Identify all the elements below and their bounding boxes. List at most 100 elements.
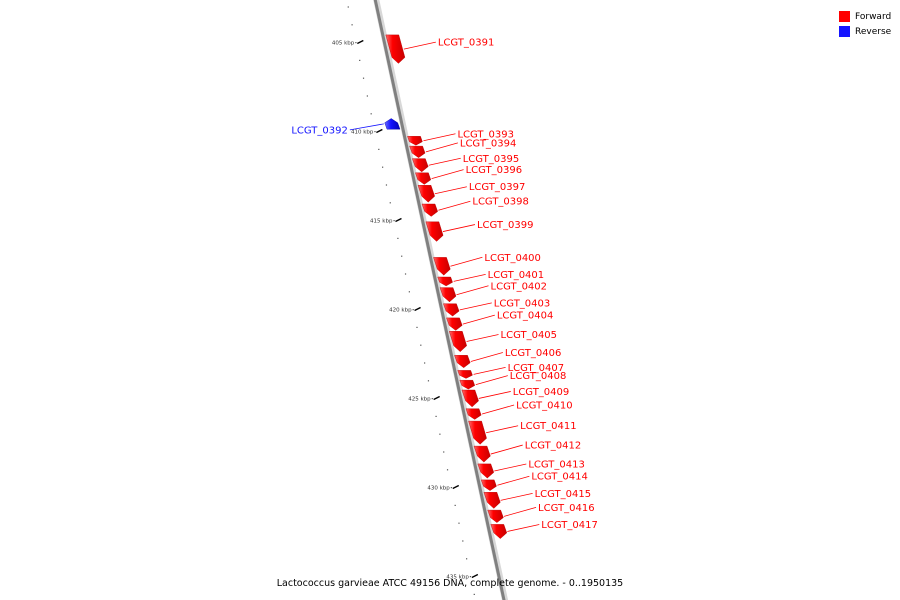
gene-label[interactable]: LCGT_0408: [510, 371, 567, 382]
gene-arrow[interactable]: [468, 420, 487, 445]
gene-label[interactable]: LCGT_0391: [438, 38, 495, 49]
gene-arrow[interactable]: [459, 380, 476, 390]
gene-arrow[interactable]: [490, 524, 508, 539]
gene-arrow[interactable]: [480, 479, 497, 491]
minor-tick: [393, 220, 395, 222]
gene-label[interactable]: LCGT_0399: [477, 220, 534, 231]
gene-arrow[interactable]: [461, 389, 479, 408]
gene-label[interactable]: LCGT_0404: [497, 311, 554, 322]
minor-tick: [362, 77, 365, 79]
leader-line: [450, 256, 483, 267]
gene-label[interactable]: LCGT_0407: [508, 363, 565, 374]
scale-ticks: 405 kbp 410 kbp 415 kbp 420 kbp 425 kbp 430 k…: [332, 6, 479, 595]
major-tick: [433, 395, 440, 401]
tick-label: 410 kbp: [351, 130, 374, 136]
major-tick: [376, 128, 383, 134]
gene-arrow[interactable]: [439, 287, 457, 303]
gene-arrow[interactable]: [384, 118, 401, 130]
gene-label[interactable]: LCGT_0415: [535, 489, 592, 500]
minor-tick: [446, 469, 449, 471]
leader-line: [497, 475, 530, 486]
leader-line: [349, 123, 384, 131]
gene-arrow[interactable]: [437, 276, 453, 287]
gene-label[interactable]: LCGT_0406: [505, 348, 562, 359]
leader-line: [403, 41, 436, 50]
gene-label[interactable]: LCGT_0412: [525, 441, 582, 452]
gene-label[interactable]: LCGT_0411: [520, 421, 577, 432]
genome-caption: Lactococcus garvieae ATCC 49156 DNA, com…: [276, 578, 624, 589]
gene-label[interactable]: LCGT_0397: [469, 182, 526, 193]
gene-arrow[interactable]: [425, 221, 444, 242]
leader-line: [494, 463, 527, 472]
gene-arrow[interactable]: [421, 203, 438, 217]
gene-label[interactable]: LCGT_0400: [484, 253, 541, 264]
gene-arrow[interactable]: [473, 445, 491, 463]
gene-arrow[interactable]: [446, 317, 463, 331]
gene-arrow[interactable]: [483, 492, 501, 509]
gene-arrow[interactable]: [487, 509, 504, 523]
gene-label[interactable]: LCGT_0393: [457, 129, 514, 140]
gene-label[interactable]: LCGT_0401: [488, 270, 545, 281]
gene-arrow[interactable]: [415, 172, 432, 185]
gene-arrow[interactable]: [417, 185, 435, 203]
gene-arrow[interactable]: [457, 370, 473, 379]
dna-backbone: [373, 0, 509, 600]
gene-label[interactable]: LCGT_0403: [494, 298, 551, 309]
backbone-line: [373, 0, 506, 600]
minor-tick: [435, 415, 437, 417]
gene-arrow[interactable]: [465, 408, 482, 420]
major-tick: [356, 39, 364, 45]
gene-label[interactable]: LCGT_0416: [538, 503, 595, 514]
gene-arrow[interactable]: [433, 257, 451, 276]
minor-tick: [385, 184, 388, 186]
leader-line: [486, 425, 519, 434]
gene-label[interactable]: LCGT_0392: [291, 125, 348, 136]
major-tick: [471, 573, 479, 579]
gene-arrow[interactable]: [454, 355, 471, 368]
minor-tick: [427, 380, 430, 382]
gene-arrow[interactable]: [412, 158, 429, 173]
leader-line: [481, 404, 515, 415]
gene-arrow[interactable]: [477, 463, 495, 479]
legend-forward: Forward: [839, 9, 891, 24]
reverse-swatch-icon: [839, 26, 850, 37]
gene-label[interactable]: LCGT_0409: [513, 387, 570, 398]
gene-arrow[interactable]: [443, 303, 460, 317]
gene-label[interactable]: LCGT_0417: [541, 520, 598, 531]
gene-label[interactable]: LCGT_0395: [463, 154, 520, 165]
leader-line: [434, 186, 467, 195]
minor-tick: [355, 42, 357, 44]
minor-tick: [420, 344, 422, 346]
gene-label[interactable]: LCGT_0398: [472, 197, 529, 208]
gene-arrow[interactable]: [407, 136, 423, 146]
gene-arrow[interactable]: [409, 145, 426, 158]
gene-label[interactable]: LCGT_0413: [528, 459, 585, 470]
leader-line: [470, 352, 503, 362]
leader-line: [507, 524, 540, 532]
gene-arrow[interactable]: [385, 34, 406, 64]
gene-label[interactable]: LCGT_0414: [531, 472, 588, 483]
gene-arrow[interactable]: [449, 331, 467, 352]
leader-line: [490, 444, 523, 455]
leader-line: [425, 142, 458, 153]
minor-tick: [431, 398, 433, 400]
leader-line: [459, 302, 492, 311]
legend: Forward Reverse: [839, 9, 891, 39]
major-tick: [452, 484, 460, 490]
leader-line: [462, 314, 495, 325]
gene-label[interactable]: LCGT_0396: [466, 165, 523, 176]
gene-label[interactable]: LCGT_0405: [501, 330, 558, 341]
gene-label[interactable]: LCGT_0410: [516, 401, 573, 412]
minor-tick: [424, 362, 426, 364]
leader-line: [423, 133, 456, 142]
leader-line: [442, 224, 476, 232]
minor-tick: [404, 273, 407, 275]
leader-line: [438, 200, 471, 211]
gene-label[interactable]: LCGT_0402: [491, 281, 548, 292]
minor-tick: [466, 558, 468, 560]
minor-tick: [359, 59, 361, 61]
gene-label[interactable]: LCGT_0394: [460, 138, 517, 149]
minor-tick: [408, 291, 410, 293]
